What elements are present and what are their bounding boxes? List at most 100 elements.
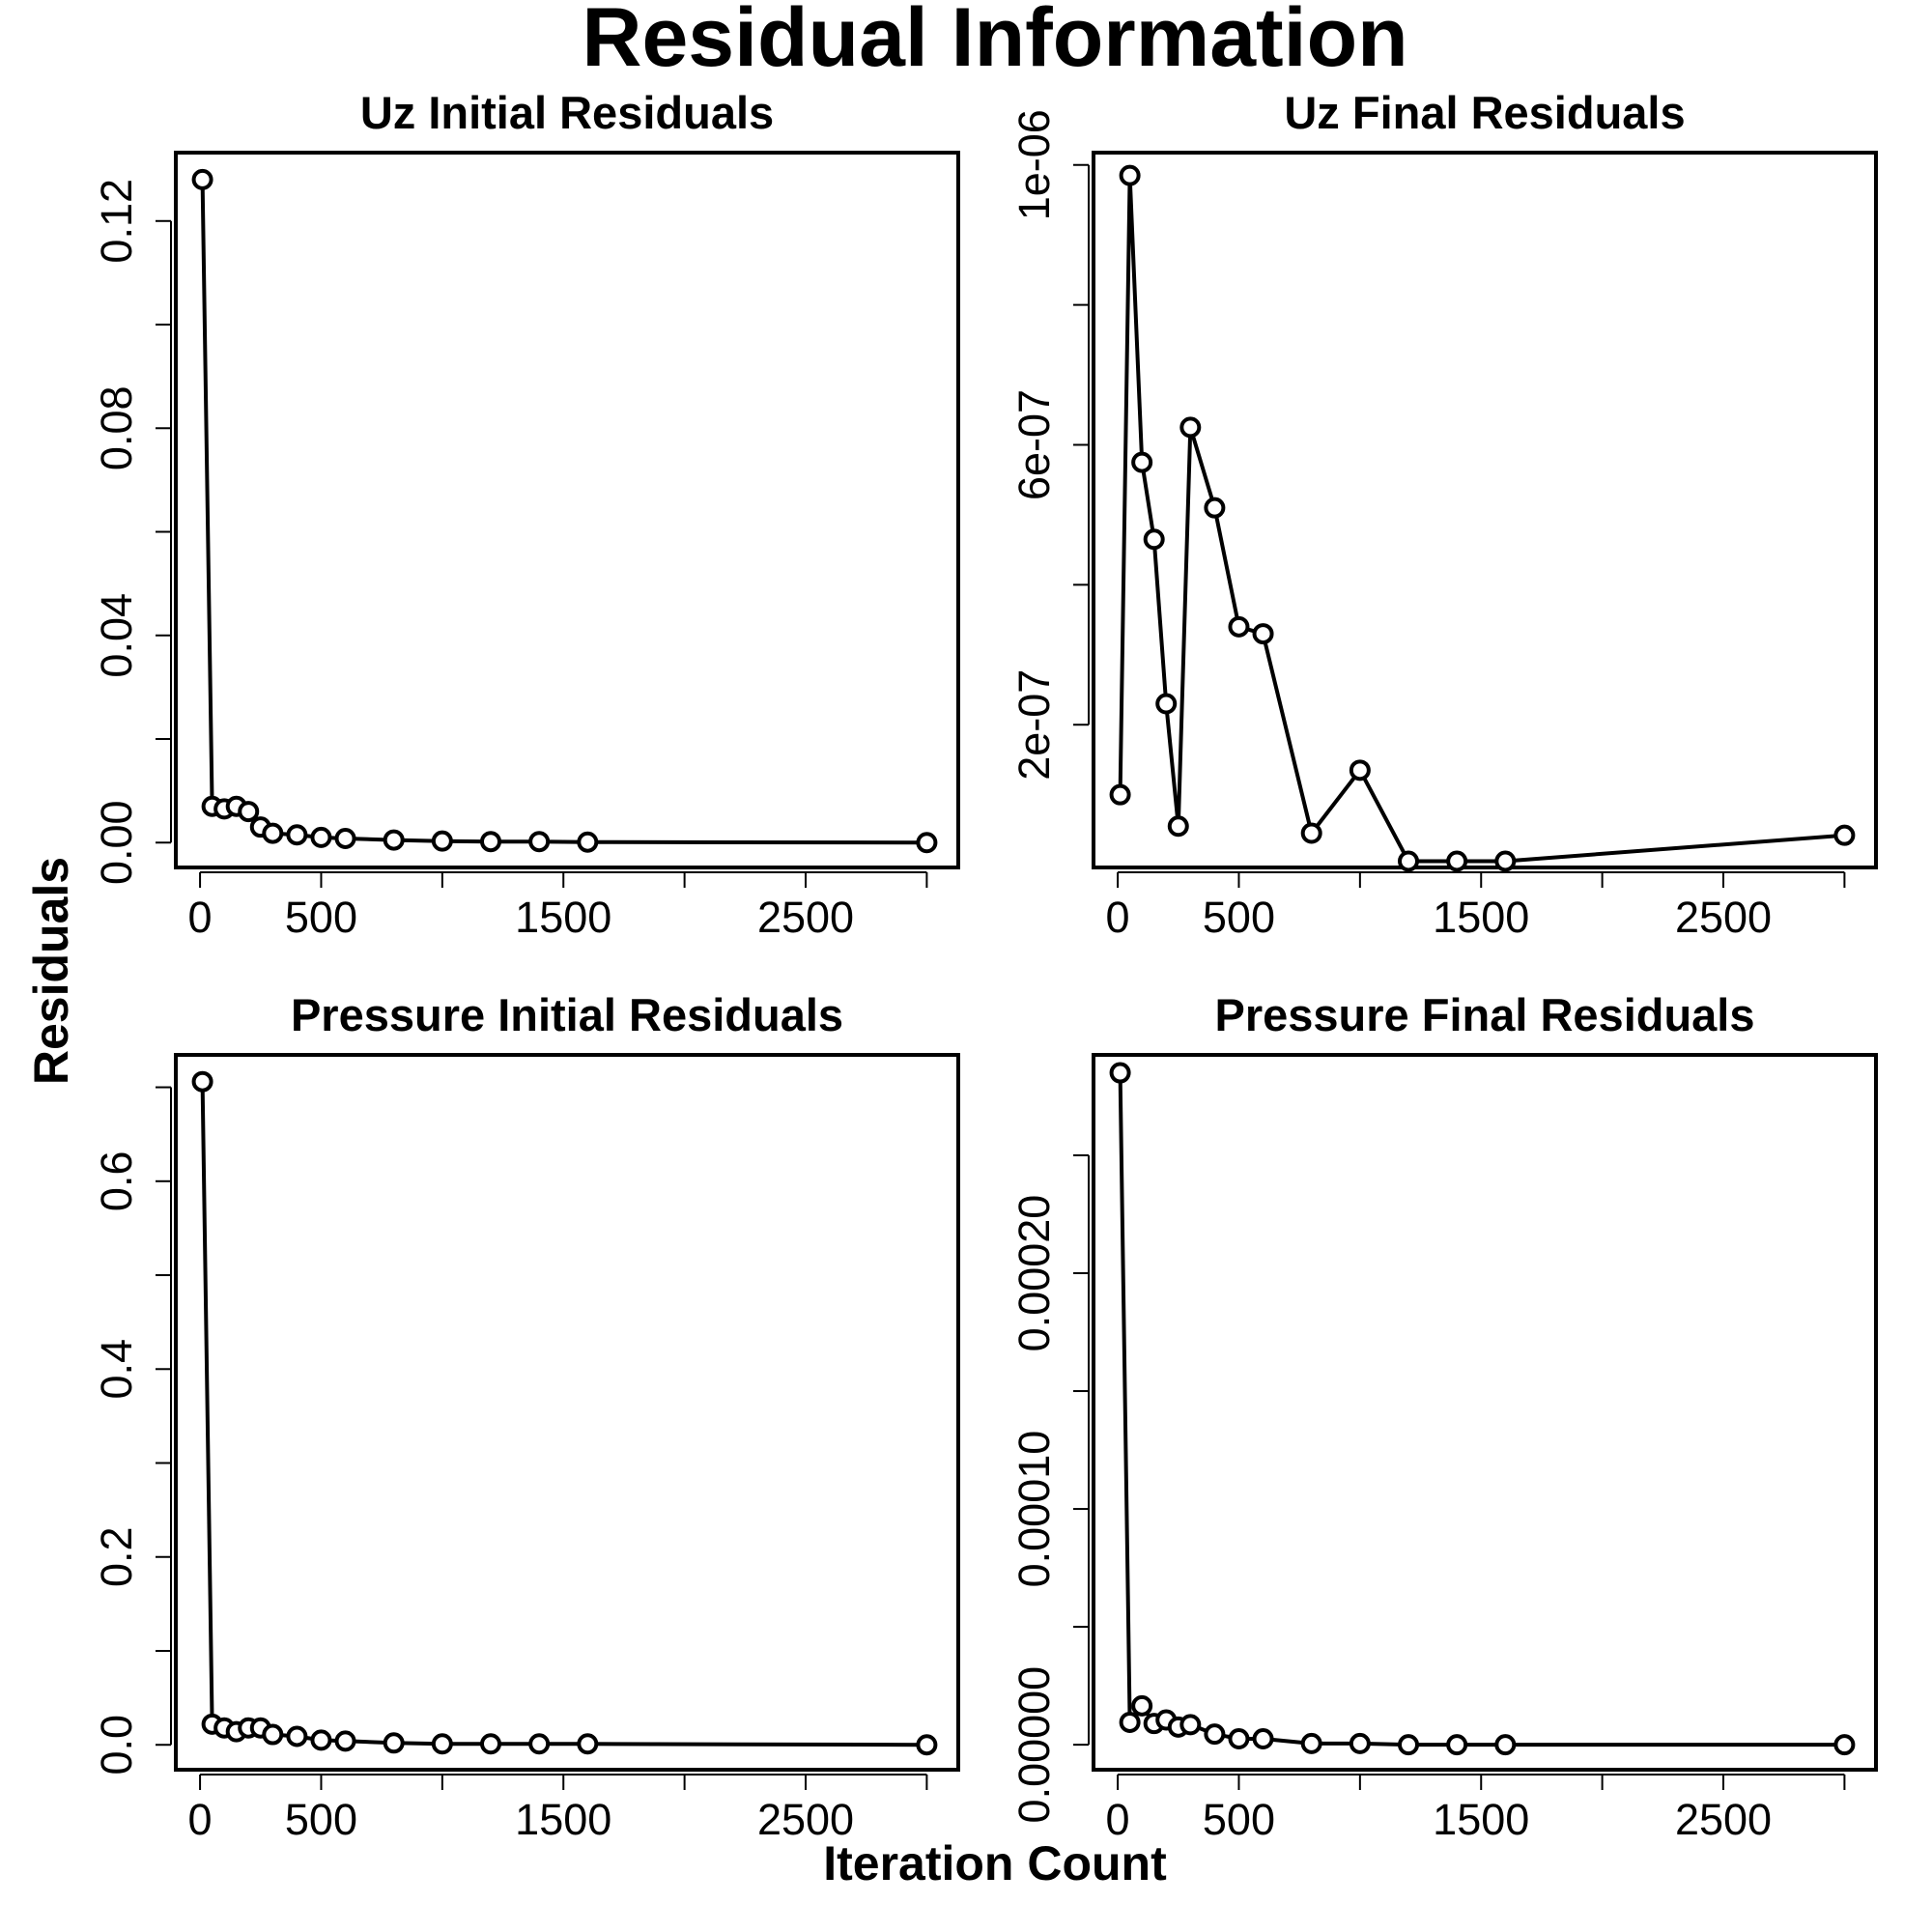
data-point xyxy=(528,1733,551,1755)
data-point xyxy=(1119,1711,1141,1733)
data-point xyxy=(1131,1694,1153,1717)
x-tick-label: 500 xyxy=(1203,893,1275,942)
data-point xyxy=(286,824,308,846)
x-tick-label: 1500 xyxy=(1433,893,1529,942)
x-tick-label: 0 xyxy=(188,893,213,942)
data-point xyxy=(1446,850,1468,872)
data-point xyxy=(310,1729,332,1751)
y-tick-label: 0.00000 xyxy=(1009,1666,1059,1824)
y-tick-label: 0.00010 xyxy=(1009,1431,1059,1588)
data-point xyxy=(262,1723,284,1746)
panel-uz-final: Uz Final Residuals 0 500 1500 2500 2e-07 6e-07… xyxy=(1009,87,1878,942)
data-point xyxy=(1252,623,1274,645)
x-tick-label: 500 xyxy=(285,893,357,942)
x-tick-label: 1500 xyxy=(515,893,611,942)
data-point xyxy=(1300,822,1322,844)
y-tick-label: 0.00 xyxy=(92,800,141,885)
data-point xyxy=(916,1734,938,1756)
data-point xyxy=(1349,1732,1371,1754)
data-point xyxy=(1109,1062,1131,1084)
y-tick-label: 0.00020 xyxy=(1009,1195,1059,1352)
y-tick-label: 6e-07 xyxy=(1009,389,1059,500)
plot-frame-pressure-final xyxy=(1092,1053,1878,1772)
data-point xyxy=(1252,1728,1274,1750)
data-point xyxy=(1228,1728,1250,1750)
y-tick-label: 0.08 xyxy=(92,385,141,470)
data-point xyxy=(916,832,938,854)
data-point xyxy=(1179,1714,1202,1736)
panel-pressure-final: Pressure Final Residuals 0 500 1500 2500 0.00… xyxy=(1009,989,1878,1844)
data-point xyxy=(383,1732,405,1754)
y-tick-label: 0.6 xyxy=(92,1151,141,1212)
data-point xyxy=(1833,824,1856,846)
y-axis-label: Residuals xyxy=(24,857,78,1085)
plot-frame-uz-final xyxy=(1092,151,1878,869)
data-point xyxy=(480,1733,502,1755)
panel-title-pressure-final: Pressure Final Residuals xyxy=(1214,989,1754,1040)
data-point xyxy=(334,827,356,849)
plot-frame-uz-initial xyxy=(174,151,960,869)
data-point xyxy=(310,826,332,848)
data-point xyxy=(383,829,405,851)
series-line-uz-final xyxy=(1118,173,1845,864)
data-point xyxy=(334,1730,356,1752)
data-point xyxy=(431,1733,453,1755)
y-tick-label: 0.04 xyxy=(92,593,141,678)
panel-uz-initial: Uz Initial Residuals 0 500 1500 2500 0.00 0.04… xyxy=(92,87,960,942)
data-point xyxy=(577,1733,599,1755)
y-tick-label: 0.12 xyxy=(92,179,141,264)
y-tick-label: 0.0 xyxy=(92,1715,141,1776)
data-point xyxy=(431,830,453,852)
data-point xyxy=(1155,693,1178,715)
x-axis-label: Iteration Count xyxy=(823,1836,1167,1890)
data-point xyxy=(1167,815,1189,838)
series-line-pressure-final xyxy=(1118,1072,1845,1747)
data-point xyxy=(1119,164,1141,186)
data-point xyxy=(1109,783,1131,806)
data-point xyxy=(1131,451,1153,473)
data-point xyxy=(191,168,213,190)
series-line-pressure-initial xyxy=(200,1081,927,1747)
x-tick-label: 2500 xyxy=(1675,893,1772,942)
figure-title: Residual Information xyxy=(582,0,1407,84)
data-point xyxy=(1179,416,1202,439)
x-tick-label: 2500 xyxy=(1675,1795,1772,1844)
panel-pressure-initial: Pressure Initial Residuals 0 500 1500 2500 0.… xyxy=(92,989,960,1844)
x-tick-label: 0 xyxy=(1106,1795,1130,1844)
data-point xyxy=(1143,528,1165,551)
data-point xyxy=(1833,1734,1856,1756)
x-tick-label: 1500 xyxy=(515,1795,611,1844)
data-point xyxy=(1398,1734,1420,1756)
panel-title-uz-initial: Uz Initial Residuals xyxy=(360,87,774,138)
y-tick-label: 2e-07 xyxy=(1009,669,1059,781)
x-tick-label: 0 xyxy=(188,1795,213,1844)
data-point xyxy=(1204,497,1226,519)
data-point xyxy=(1494,850,1517,872)
data-point xyxy=(1398,850,1420,872)
data-point xyxy=(262,822,284,844)
data-point xyxy=(1349,759,1371,781)
data-point xyxy=(238,801,260,823)
data-point xyxy=(1300,1732,1322,1754)
x-tick-label: 0 xyxy=(1106,893,1130,942)
x-tick-label: 500 xyxy=(1203,1795,1275,1844)
x-tick-label: 1500 xyxy=(1433,1795,1529,1844)
data-point xyxy=(286,1725,308,1747)
x-tick-label: 500 xyxy=(285,1795,357,1844)
data-point xyxy=(191,1070,213,1093)
data-point xyxy=(1494,1734,1517,1756)
series-line-uz-initial xyxy=(200,179,927,845)
y-tick-label: 0.2 xyxy=(92,1526,141,1587)
data-point xyxy=(480,831,502,853)
x-tick-label: 2500 xyxy=(757,893,854,942)
panel-title-uz-final: Uz Final Residuals xyxy=(1284,87,1685,138)
data-point xyxy=(1204,1723,1226,1746)
panel-title-pressure-initial: Pressure Initial Residuals xyxy=(291,989,843,1040)
y-tick-label: 0.4 xyxy=(92,1339,141,1400)
plot-frame-pressure-initial xyxy=(174,1053,960,1772)
data-point xyxy=(1446,1734,1468,1756)
data-point xyxy=(577,831,599,853)
data-point xyxy=(528,831,551,853)
